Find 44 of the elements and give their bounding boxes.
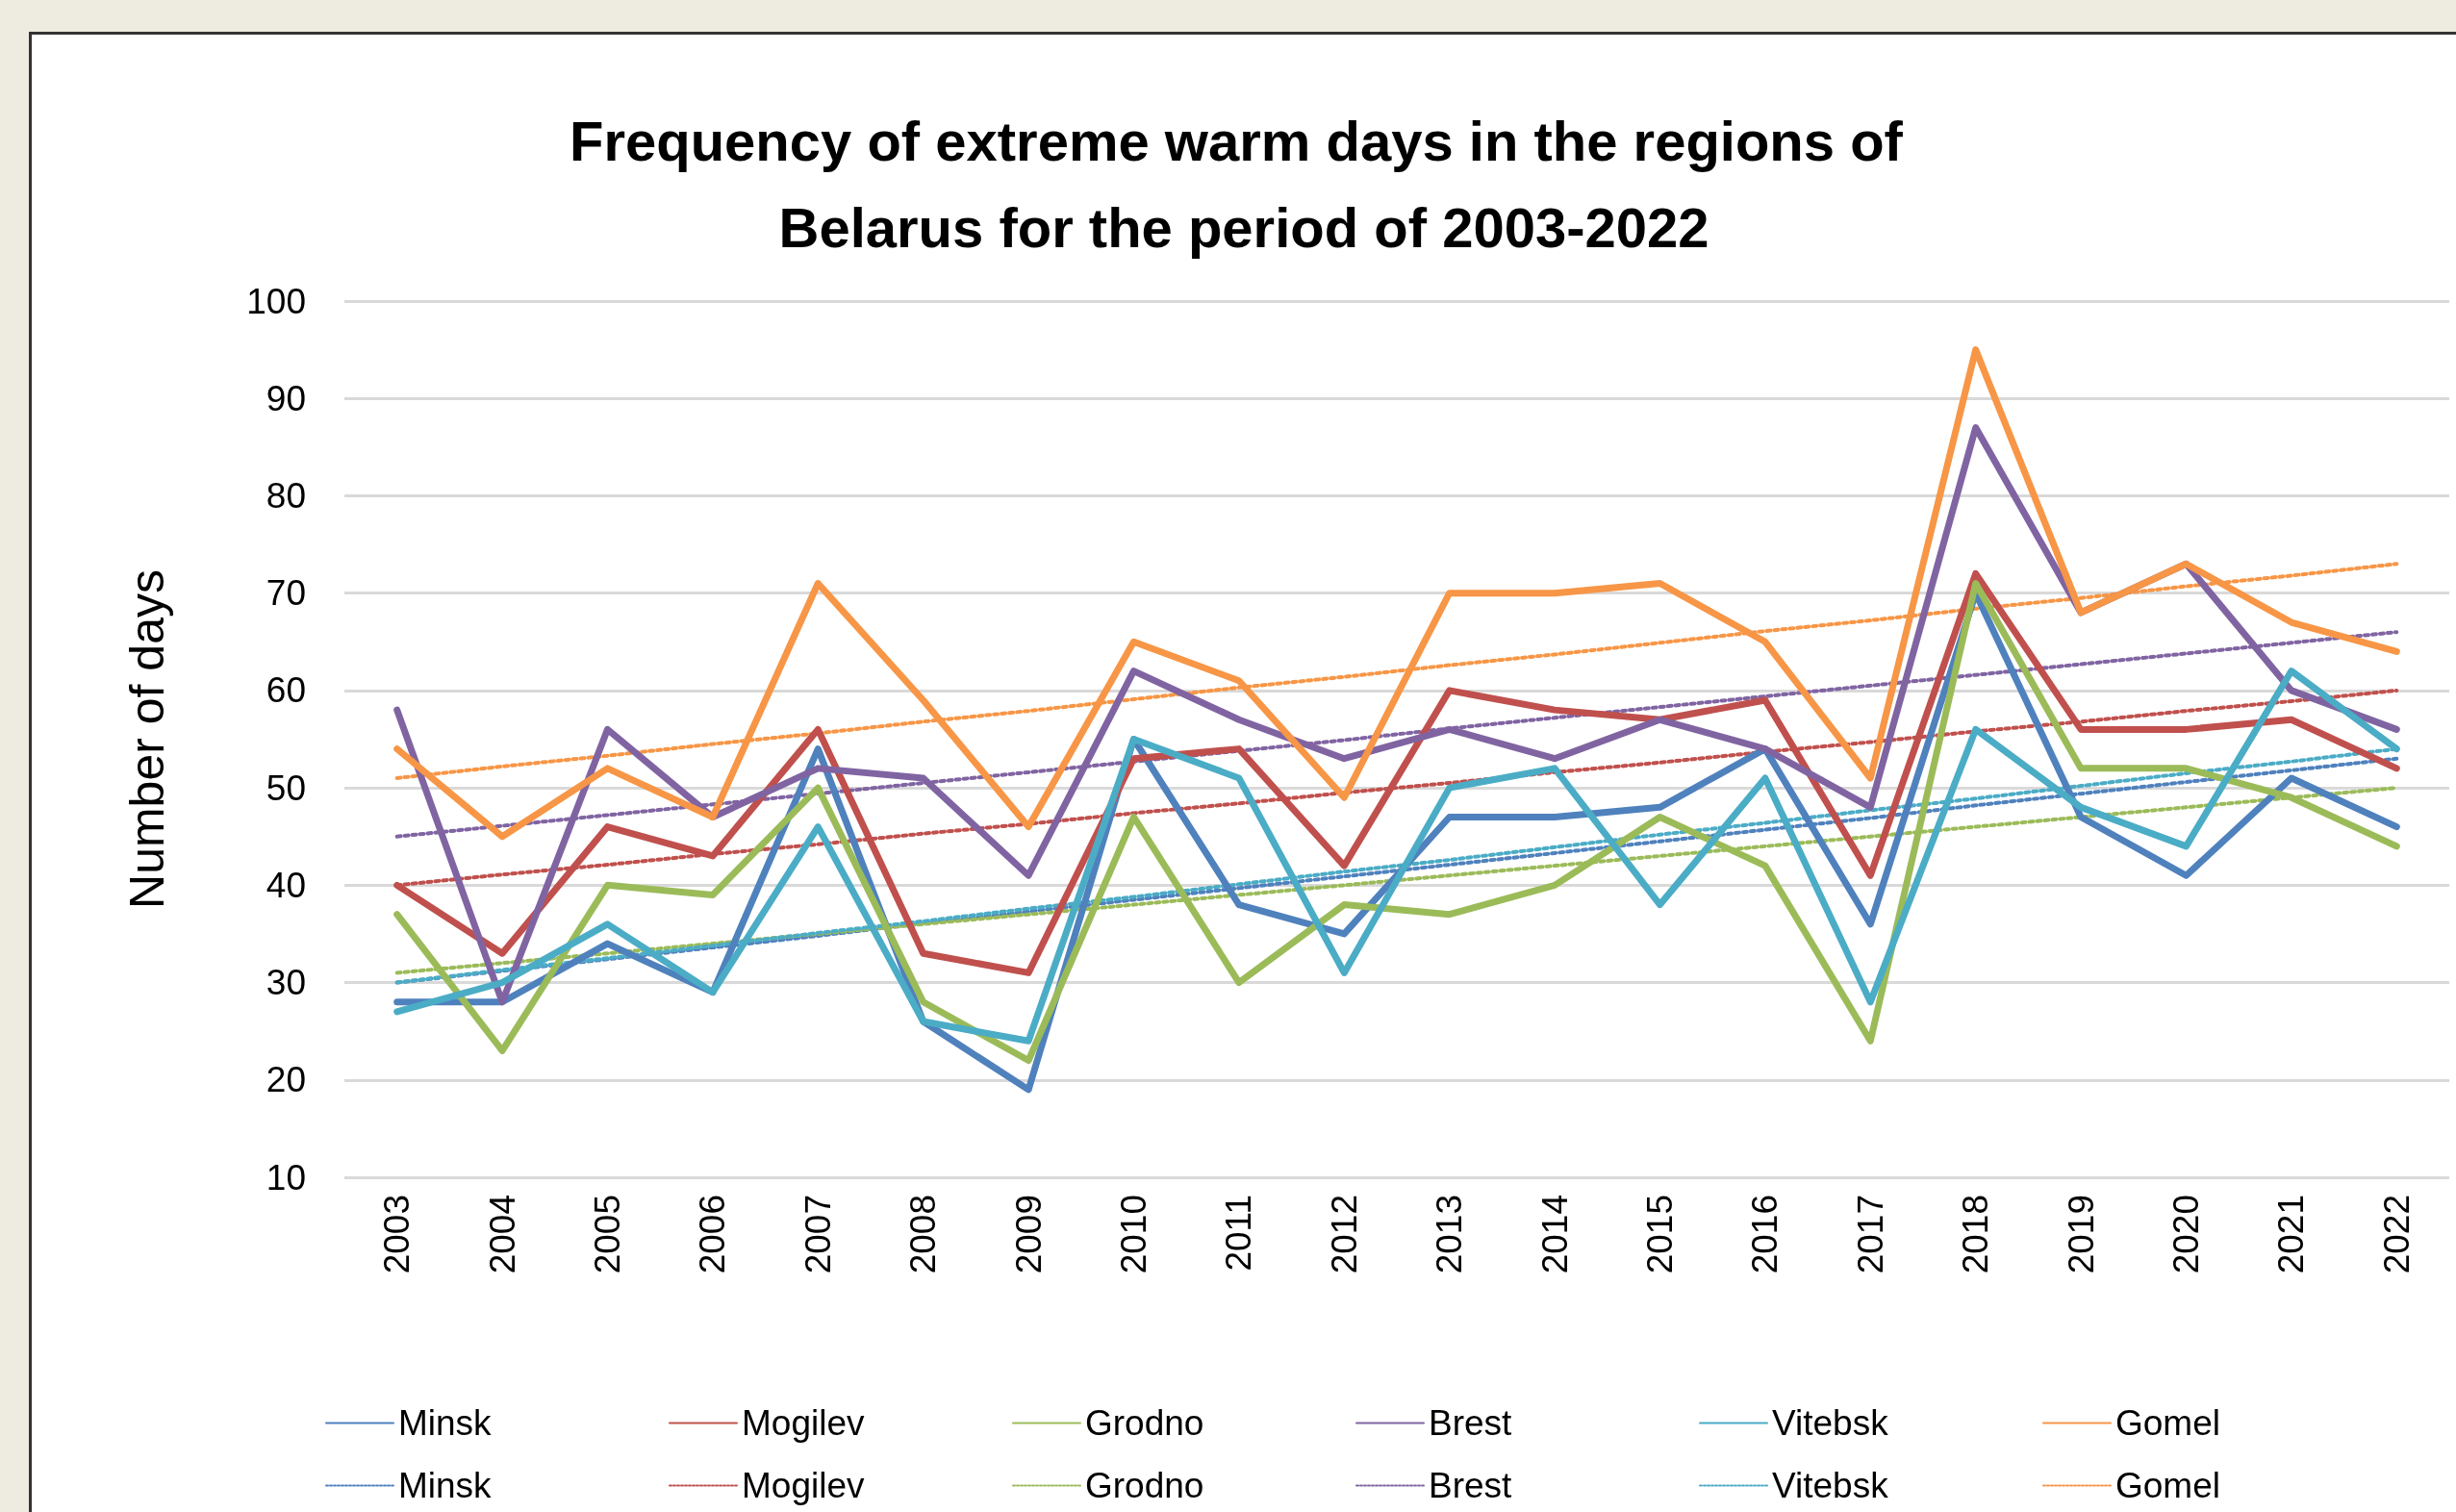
y-tick-label: 80 — [266, 475, 306, 516]
x-tick-label: 2013 — [1430, 1195, 1470, 1274]
x-tick-label: 2017 — [1850, 1195, 1890, 1274]
y-tick-label: 50 — [266, 768, 306, 808]
legend-label: Gomel — [2115, 1403, 2220, 1443]
x-tick-label: 2012 — [1324, 1195, 1364, 1274]
legend-label: Mogilev — [742, 1466, 865, 1505]
y-tick-label: 10 — [266, 1157, 306, 1197]
y-tick-label: 40 — [266, 865, 306, 905]
x-tick-label: 2022 — [2376, 1195, 2417, 1274]
legend-label: Mogilev — [742, 1403, 865, 1443]
x-tick-label: 2011 — [1219, 1195, 1259, 1272]
legend-label: Vitebsk — [1772, 1466, 1889, 1505]
x-tick-label: 2016 — [1745, 1195, 1785, 1274]
x-tick-label: 2008 — [903, 1195, 944, 1274]
x-tick-label: 2003 — [377, 1195, 418, 1274]
y-axis-title: Number of days — [120, 569, 174, 909]
legend-label: Minsk — [398, 1466, 493, 1505]
x-tick-label: 2019 — [2061, 1195, 2101, 1274]
x-tick-label: 2014 — [1534, 1195, 1575, 1274]
legend-label: Brest — [1429, 1403, 1513, 1443]
y-tick-label: 90 — [266, 378, 306, 418]
x-tick-label: 2006 — [693, 1195, 733, 1274]
x-tick-label: 2015 — [1640, 1195, 1680, 1274]
legend-label: Grodno — [1085, 1403, 1204, 1443]
x-tick-label: 2020 — [2166, 1195, 2206, 1274]
y-tick-label: 20 — [266, 1060, 306, 1100]
x-tick-label: 2009 — [1008, 1195, 1049, 1274]
y-tick-label: 30 — [266, 963, 306, 1003]
legend-label: Grodno — [1085, 1466, 1204, 1505]
y-tick-label: 70 — [266, 573, 306, 614]
y-tick-label: 100 — [246, 281, 306, 321]
x-tick-label: 2004 — [482, 1195, 522, 1274]
legend-label: Brest — [1429, 1466, 1513, 1505]
x-tick-label: 2010 — [1114, 1195, 1153, 1274]
x-tick-label: 2007 — [798, 1195, 838, 1274]
legend-label: Gomel — [2115, 1466, 2220, 1505]
chart-title: Frequency of extreme warm days in the regions of Belarus for the period of 2003-2022 — [569, 109, 1919, 259]
legend-label: Minsk — [398, 1403, 493, 1443]
x-tick-label: 2018 — [1956, 1195, 1996, 1274]
y-tick-label: 60 — [266, 670, 306, 711]
x-tick-label: 2005 — [588, 1195, 627, 1274]
x-tick-label: 2021 — [2271, 1195, 2312, 1274]
legend-label: Vitebsk — [1772, 1403, 1889, 1443]
